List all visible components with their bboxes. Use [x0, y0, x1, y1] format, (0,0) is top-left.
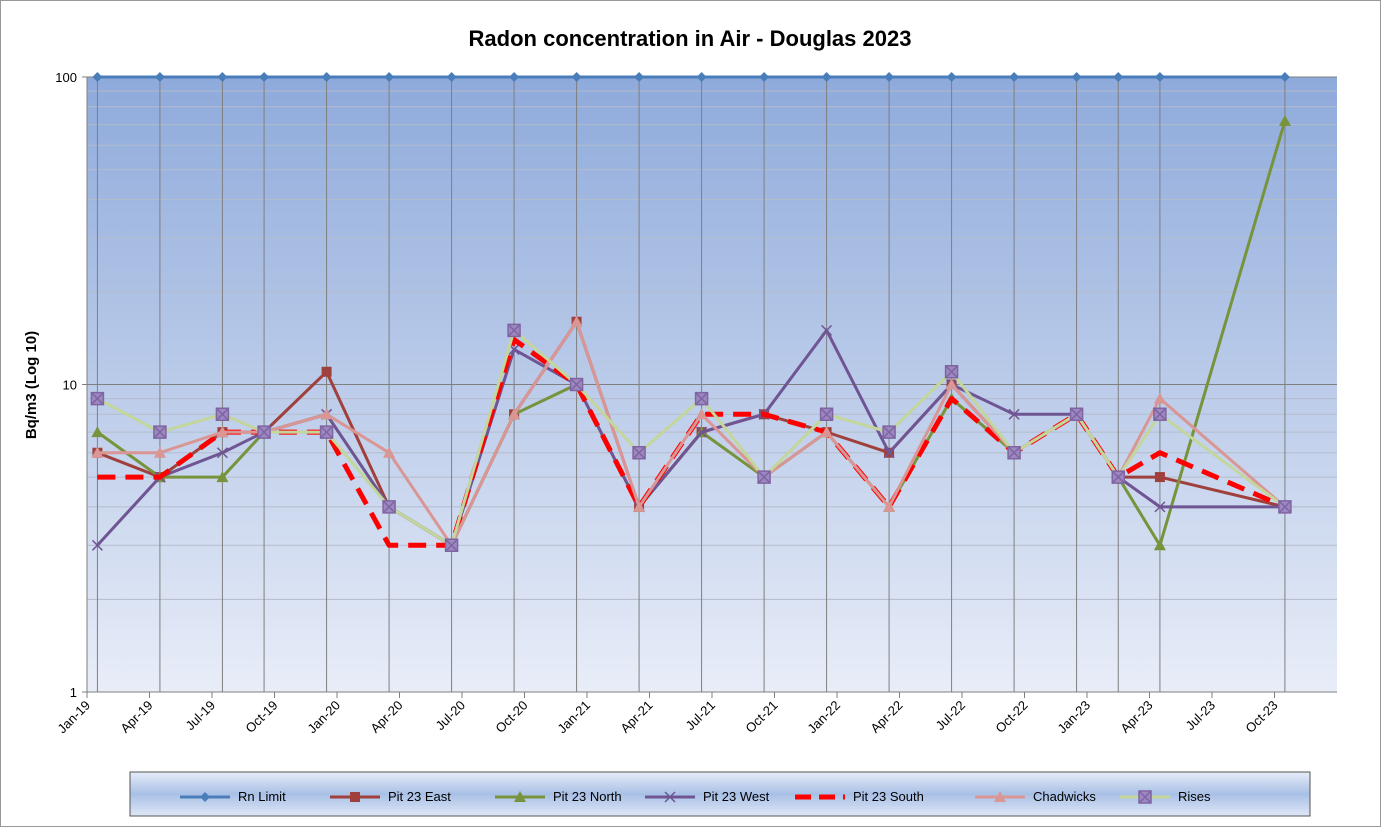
marker	[1008, 408, 1020, 420]
marker	[1153, 407, 1167, 422]
marker	[382, 500, 396, 514]
legend-marker	[1138, 790, 1152, 804]
marker	[509, 72, 520, 82]
marker	[696, 426, 708, 438]
y-tick-label: 10	[63, 378, 77, 393]
marker	[257, 425, 271, 439]
marker	[1153, 392, 1166, 404]
marker	[507, 323, 521, 338]
marker	[1278, 114, 1291, 126]
marker	[259, 72, 270, 82]
marker	[821, 324, 833, 336]
marker	[1007, 445, 1021, 460]
marker	[883, 447, 895, 459]
legend-label: Chadwicks	[1033, 789, 1096, 804]
marker	[319, 425, 334, 439]
marker	[882, 425, 896, 439]
marker	[91, 426, 104, 438]
marker	[1113, 72, 1124, 82]
marker	[90, 391, 105, 406]
marker	[819, 407, 834, 422]
marker	[945, 378, 958, 390]
legend-marker	[200, 792, 210, 802]
marker	[384, 72, 395, 82]
marker	[1154, 501, 1166, 513]
marker	[217, 72, 228, 82]
chart-title: Radon concentration in Air - Douglas 202…	[469, 26, 912, 51]
marker	[696, 72, 707, 82]
marker	[759, 72, 770, 82]
marker	[508, 408, 521, 420]
series-line	[96, 328, 1286, 547]
marker	[632, 445, 646, 460]
legend-label: Rises	[1178, 789, 1211, 804]
y-tick-label: 1	[70, 685, 77, 700]
y-tick-label: 100	[55, 70, 77, 85]
legend-marker	[664, 791, 676, 803]
marker	[570, 315, 583, 327]
marker	[1279, 72, 1290, 82]
legend-marker	[350, 792, 360, 802]
marker	[91, 539, 103, 551]
legend-label: Pit 23 North	[553, 789, 622, 804]
marker	[694, 391, 709, 406]
marker	[821, 72, 832, 82]
marker	[634, 72, 645, 82]
legend-label: Pit 23 South	[853, 789, 924, 804]
marker	[153, 425, 167, 439]
marker	[215, 407, 230, 422]
marker	[946, 72, 957, 82]
marker	[1278, 500, 1292, 514]
legend-marker	[514, 791, 526, 802]
marker	[1009, 72, 1020, 82]
marker	[883, 500, 896, 512]
marker	[444, 538, 459, 553]
marker	[1154, 72, 1165, 82]
legend-label: Pit 23 East	[388, 789, 451, 804]
legend-label: Rn Limit	[238, 789, 286, 804]
marker	[216, 426, 229, 438]
marker	[820, 426, 833, 438]
marker	[153, 446, 166, 458]
legend-box	[129, 771, 1311, 817]
marker	[216, 447, 228, 459]
marker	[91, 446, 104, 458]
marker	[92, 72, 103, 82]
marker	[446, 72, 457, 82]
marker	[154, 72, 165, 82]
marker	[757, 470, 771, 484]
marker	[569, 377, 584, 392]
marker	[216, 471, 229, 483]
marker	[633, 500, 646, 512]
marker	[884, 72, 895, 82]
marker	[383, 446, 396, 458]
legend-marker	[994, 791, 1006, 802]
marker	[571, 72, 582, 82]
marker	[1154, 472, 1165, 483]
legend-label: Pit 23 West	[703, 789, 770, 804]
marker	[1071, 72, 1082, 82]
marker	[1111, 470, 1125, 484]
marker	[944, 365, 959, 379]
marker	[1153, 539, 1166, 551]
marker	[321, 366, 332, 377]
marker	[321, 72, 332, 82]
marker	[695, 408, 708, 420]
marker	[320, 408, 333, 420]
marker	[1069, 407, 1084, 422]
y-axis-label: Bq/m3 (Log 10)	[23, 331, 40, 439]
